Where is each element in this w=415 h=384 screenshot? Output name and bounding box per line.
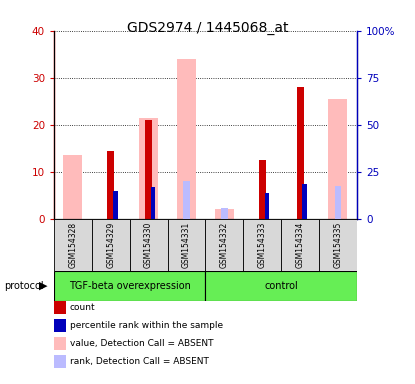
Bar	[205, 271, 357, 301]
Bar	[334, 186, 342, 219]
Bar	[319, 219, 357, 271]
Bar	[145, 120, 152, 219]
Bar	[92, 219, 129, 271]
Bar	[281, 219, 319, 271]
Bar	[113, 191, 117, 219]
Text: GSM154332: GSM154332	[220, 222, 229, 268]
Bar	[259, 160, 266, 219]
Text: value, Detection Call = ABSENT: value, Detection Call = ABSENT	[70, 339, 213, 348]
Bar	[54, 271, 205, 301]
Text: percentile rank within the sample: percentile rank within the sample	[70, 321, 223, 330]
Bar	[215, 209, 234, 219]
Text: ▶: ▶	[39, 281, 48, 291]
Bar	[243, 219, 281, 271]
Text: control: control	[264, 281, 298, 291]
Bar	[177, 59, 196, 219]
Bar	[183, 181, 190, 219]
Bar	[168, 219, 205, 271]
Text: GSM154331: GSM154331	[182, 222, 191, 268]
Bar	[303, 184, 307, 219]
Text: GSM154335: GSM154335	[334, 222, 342, 268]
Bar	[264, 194, 269, 219]
Text: protocol: protocol	[4, 281, 44, 291]
Text: TGF-beta overexpression: TGF-beta overexpression	[69, 281, 190, 291]
Bar	[54, 219, 92, 271]
Text: GSM154330: GSM154330	[144, 222, 153, 268]
Bar	[221, 208, 228, 219]
Text: GSM154328: GSM154328	[68, 222, 77, 268]
Bar	[63, 156, 82, 219]
Bar	[205, 219, 243, 271]
Text: GDS2974 / 1445068_at: GDS2974 / 1445068_at	[127, 21, 288, 35]
Bar	[107, 151, 114, 219]
Bar	[151, 187, 156, 219]
Text: GSM154333: GSM154333	[258, 222, 267, 268]
Bar	[297, 87, 303, 219]
Bar	[139, 118, 158, 219]
Bar	[129, 219, 168, 271]
Text: rank, Detection Call = ABSENT: rank, Detection Call = ABSENT	[70, 357, 209, 366]
Text: count: count	[70, 303, 95, 312]
Text: GSM154334: GSM154334	[295, 222, 305, 268]
Bar	[329, 99, 347, 219]
Text: GSM154329: GSM154329	[106, 222, 115, 268]
